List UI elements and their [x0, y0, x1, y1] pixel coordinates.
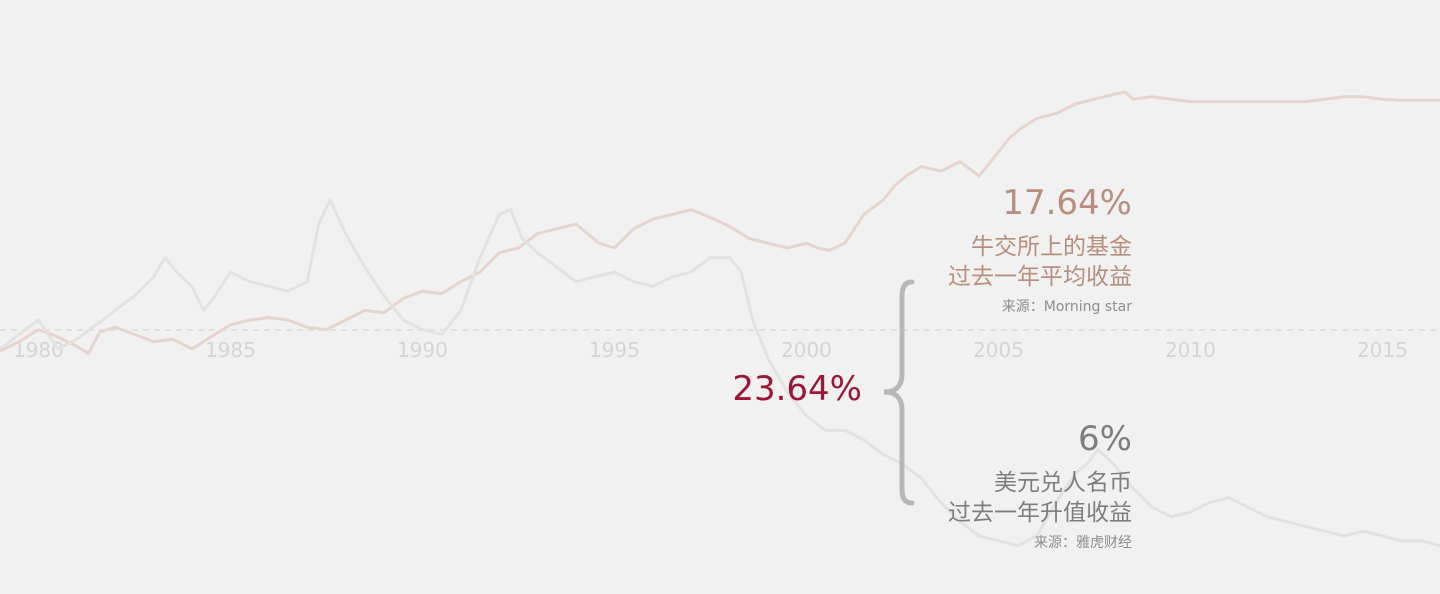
fx-return-value: 6% [1078, 419, 1132, 459]
x-tick-label-2005: 2005 [973, 338, 1024, 362]
fx-annotation: 6% 美元兑人名币 过去一年升值收益 来源：雅虎财经 [948, 422, 1132, 552]
series-line-fund [0, 90, 1440, 356]
fx-source: 来源：雅虎财经 [1034, 535, 1132, 551]
fund-source: 来源：Morning star [1001, 299, 1132, 315]
fund-annotation: 17.64% 牛交所上的基金 过去一年平均收益 来源：Morning star [948, 186, 1132, 316]
x-tick-label-1985: 1985 [205, 338, 256, 362]
x-tick-label-1990: 1990 [397, 338, 448, 362]
fx-desc-line1: 美元兑人名币 [994, 470, 1132, 496]
series-line-fx [0, 198, 1440, 548]
fx-desc-line2: 过去一年升值收益 [948, 500, 1132, 526]
total-annotation: 23.64% [732, 372, 862, 406]
x-tick-label-1980: 1980 [13, 338, 64, 362]
curly-brace [883, 279, 915, 506]
x-tick-label-2010: 2010 [1165, 338, 1216, 362]
x-tick-label-2015: 2015 [1357, 338, 1408, 362]
fund-return-value: 17.64% [1002, 183, 1132, 223]
series-lines [0, 90, 1440, 548]
x-tick-label-1995: 1995 [589, 338, 640, 362]
total-return-value: 23.64% [732, 369, 862, 409]
fund-desc-line1: 牛交所上的基金 [971, 234, 1132, 260]
x-axis-ticks: 1980 1985 1990 1995 2000 2005 2010 2015 [13, 338, 1408, 362]
fund-desc-line2: 过去一年平均收益 [948, 264, 1132, 290]
x-tick-label-2000: 2000 [781, 338, 832, 362]
